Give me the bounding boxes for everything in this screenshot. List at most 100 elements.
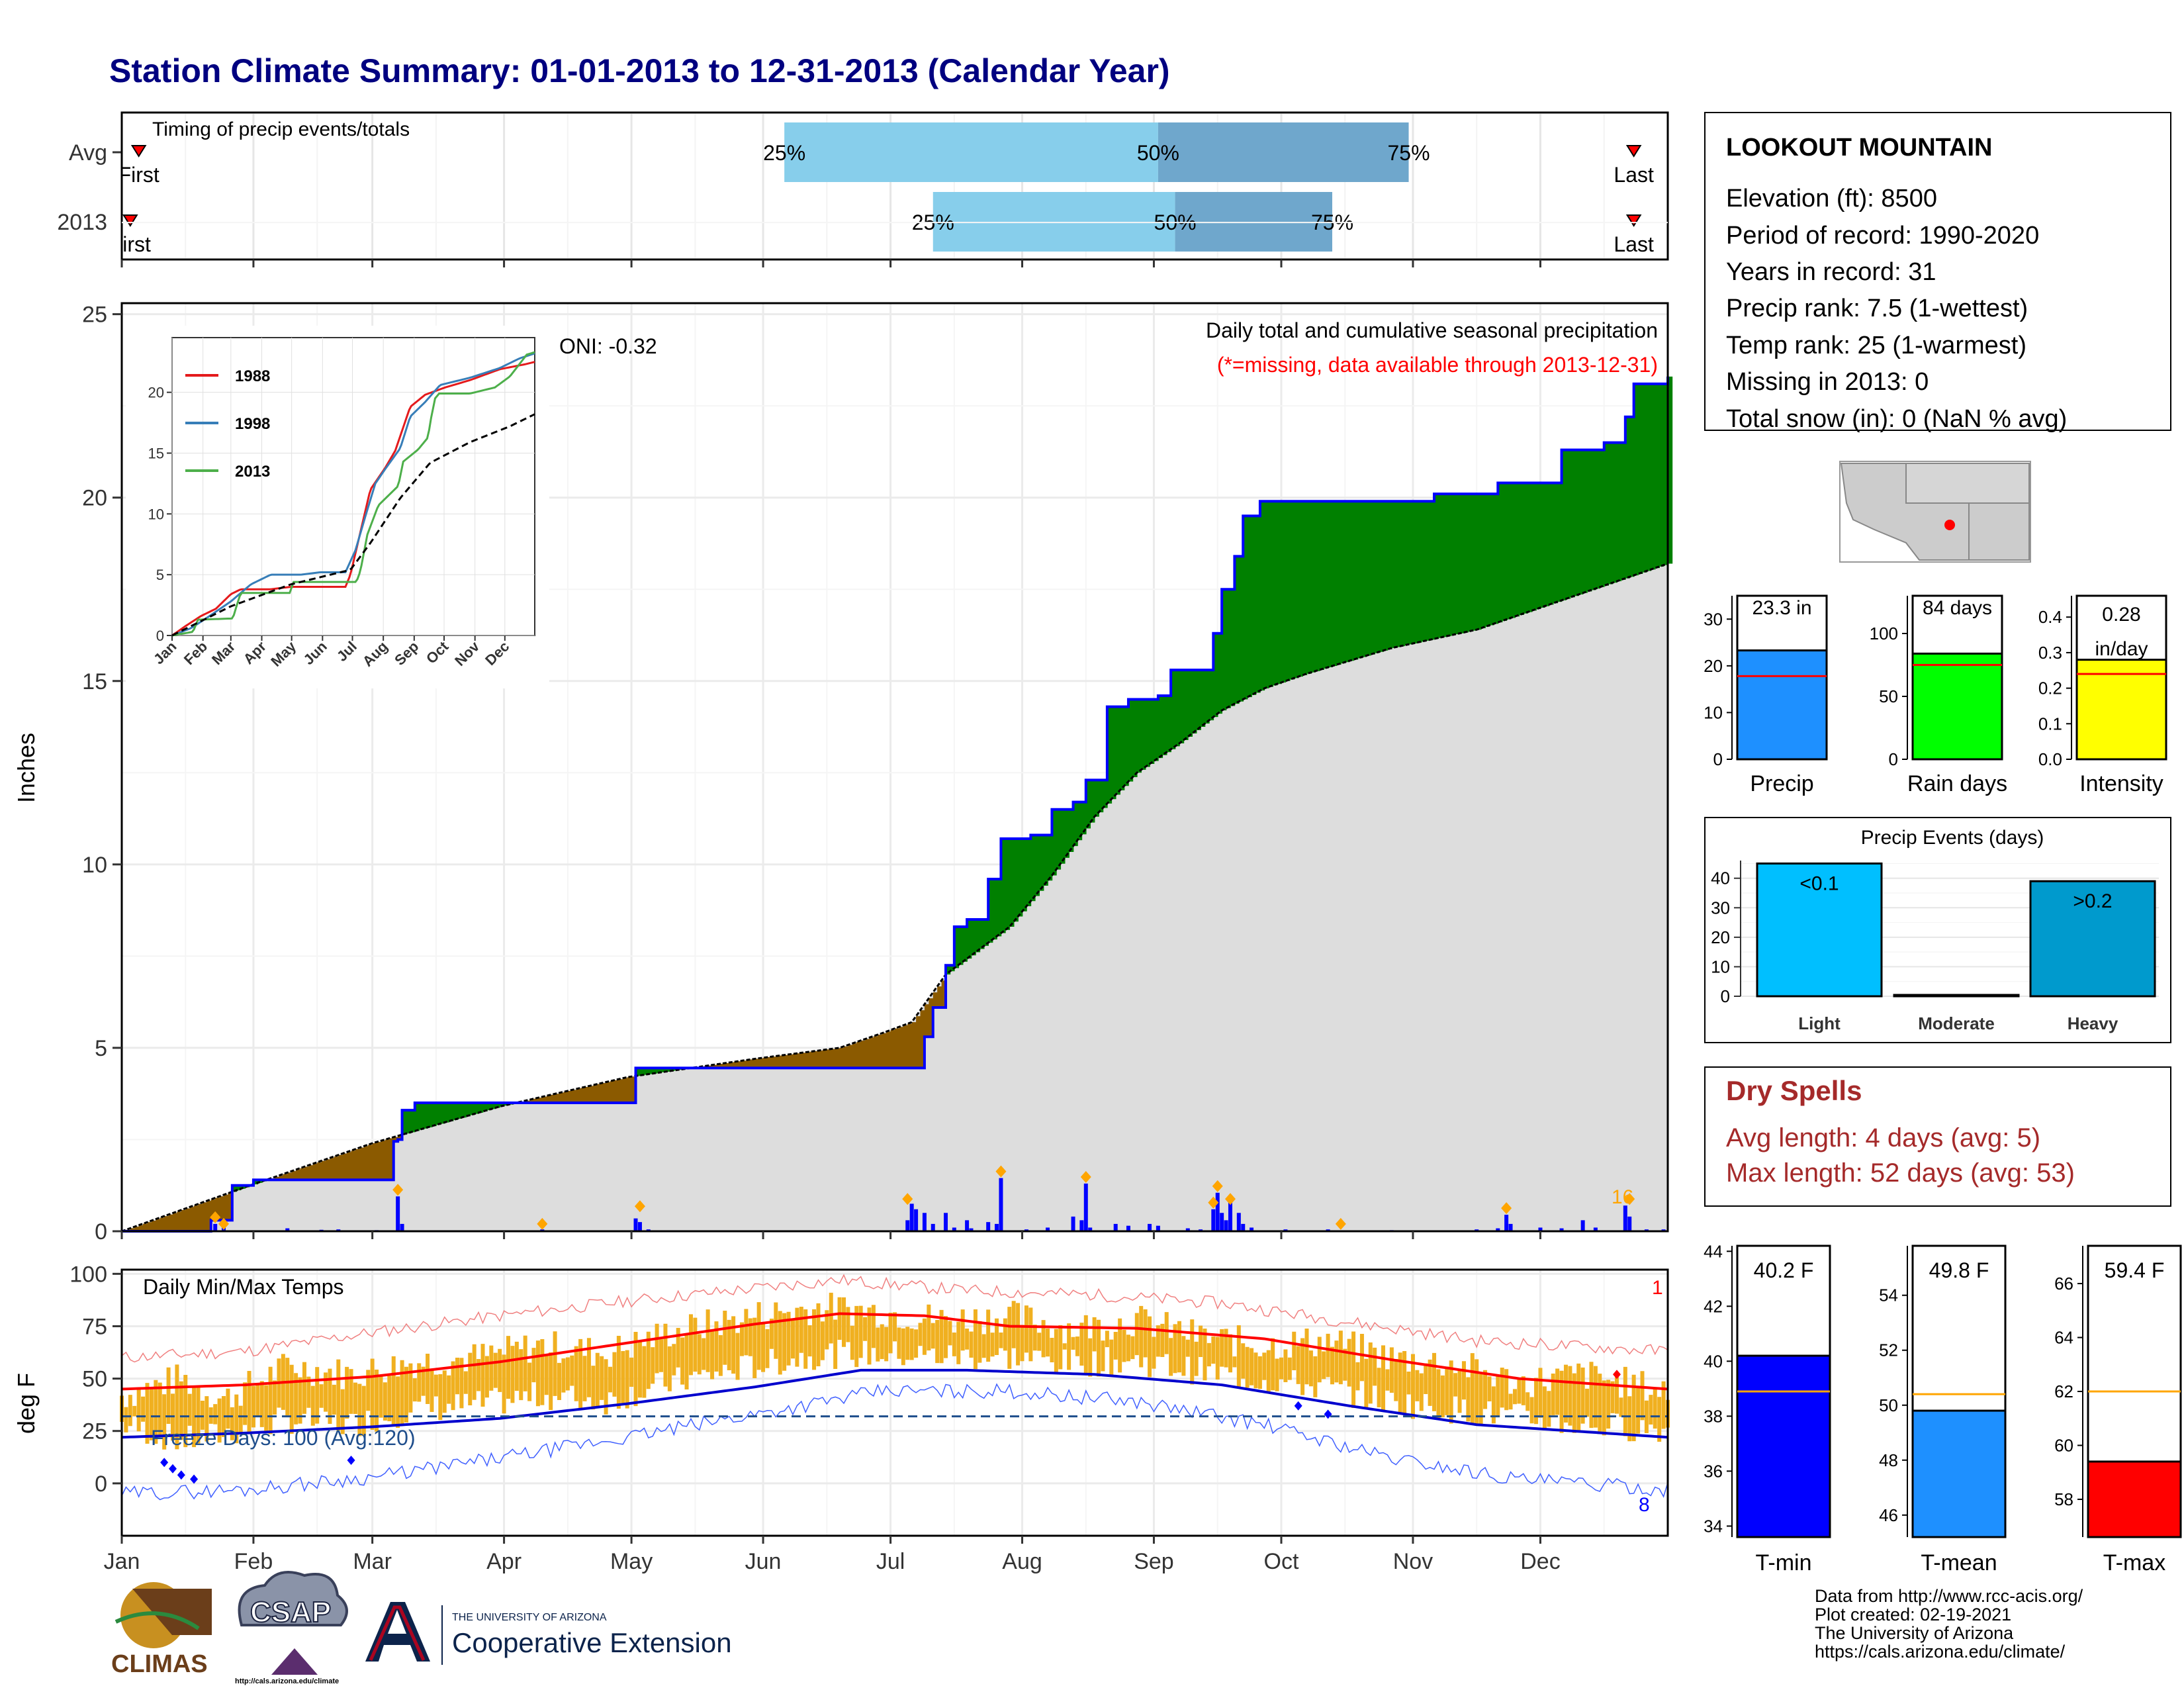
precip-events-title: Precip Events (days) [1861, 827, 2044, 849]
inset-y-tick-label: 20 [148, 385, 164, 401]
daily-precip-bar [1079, 1220, 1084, 1231]
timing-row-label: 2013 [57, 210, 107, 235]
dry-spells-title: Dry Spells [1726, 1075, 1862, 1106]
above-average-fill [232, 376, 1673, 1192]
station-name: LOOKOUT MOUNTAIN [1726, 134, 1992, 162]
inset-y-tick-label: 5 [156, 567, 164, 583]
inset-y-tick-label: 10 [148, 506, 164, 522]
summary-bar-tick-label: 0.1 [2038, 714, 2062, 733]
top-event-marker [210, 1211, 221, 1223]
precip-count-label: 16 [1612, 1186, 1633, 1208]
daily-precip-bar [931, 1223, 935, 1231]
inset-legend-label: 1998 [235, 415, 270, 433]
daily-precip-bar [1504, 1215, 1509, 1231]
below-average-fill [126, 980, 946, 1231]
daily-precip-bar [905, 1220, 910, 1231]
temp-bar-tick-label: 34 [1704, 1516, 1723, 1536]
timing-bar-25-50 [784, 122, 1158, 182]
top-event-marker [902, 1193, 913, 1205]
top-event-marker [218, 1217, 230, 1230]
summary-bar-value-label: 84 days [1923, 597, 1992, 619]
temp-y-tick-label: 75 [82, 1314, 107, 1339]
top-event-marker [1335, 1217, 1346, 1230]
first-event-marker [122, 214, 138, 227]
precip-y-tick-label: 20 [82, 486, 107, 511]
temp-bar-value-label: 40.2 F [1754, 1258, 1814, 1282]
daily-precip-bar [637, 1222, 642, 1231]
summary-bar-category-label: Intensity [2079, 771, 2163, 796]
inset-series-line-1988 [171, 361, 535, 637]
temp-bar-tick-label: 58 [2054, 1489, 2073, 1509]
ua-logo: THE UNIVERSITY OF ARIZONA Cooperative Ex… [365, 1602, 732, 1665]
freeze-days-label: Freeze Days: 100 (Avg:120) [151, 1426, 416, 1450]
daily-precip-bar [909, 1203, 914, 1231]
temp-min-count: 8 [1639, 1494, 1650, 1516]
inset-legend-label: 2013 [235, 463, 270, 481]
daily-precip-bar [944, 1213, 948, 1231]
timing-row-label: Avg [69, 140, 107, 165]
precip-y-tick-label: 15 [82, 669, 107, 694]
month-label-sep: Sep [1134, 1549, 1174, 1574]
summary-bar-tick-label: 10 [1704, 702, 1723, 722]
daily-precip-bar [285, 1228, 290, 1231]
station-info-box: LOOKOUT MOUNTAIN Elevation (ft): 8500 Pe… [1704, 112, 2171, 433]
daily-precip-bar [1113, 1223, 1118, 1231]
top-event-marker [537, 1217, 548, 1230]
daily-precip-bar [1250, 1227, 1254, 1231]
daily-precip-bar [986, 1222, 991, 1231]
timing-panel: Timing of precip events/totals Avg 25% 50%… [0, 111, 1702, 267]
neighbor-state-shape [1905, 463, 2030, 504]
daily-precip-bar [633, 1218, 638, 1231]
temp-bar-tick-label: 52 [1879, 1340, 1898, 1360]
climas-swoosh [114, 1611, 200, 1630]
csap-logo: CSAP http://cals.arizona.edu/climate [235, 1571, 348, 1685]
extreme-temp-marker [347, 1456, 355, 1466]
oni-label: ONI: -0.32 [559, 334, 657, 358]
summary-bar-tick-label: 0 [1713, 749, 1723, 769]
summary-bar-tick-label: 20 [1704, 656, 1723, 676]
summary-bar-value-unit: in/day [2095, 638, 2148, 660]
credit-plot-date: Plot created: 02-19-2021 [1815, 1605, 2011, 1624]
temp-y-label: deg F [13, 1373, 40, 1434]
extreme-temp-marker [190, 1474, 199, 1484]
climas-text: CLIMAS [111, 1650, 208, 1678]
inset-y-tick-label: 0 [156, 628, 164, 644]
summary-bar-value-label: 23.3 in [1752, 597, 1811, 619]
temp-bar-tick-label: 50 [1879, 1395, 1898, 1415]
month-label-mar: Mar [353, 1549, 392, 1574]
daily-precip-bar [965, 1220, 970, 1231]
precip-events-chart: 0 10 20 30 40 <0.1 Light Moderate >0.2 Heavy [1711, 861, 2159, 1033]
timing-label-50: 50% [1137, 141, 1179, 165]
station-precip-rank: Precip rank: 7.5 (1-wettest) [1726, 295, 2028, 322]
summary-bar-tick-label: 0.3 [2038, 643, 2062, 663]
daily-precip-bar [1071, 1216, 1075, 1231]
extreme-temp-marker [1294, 1401, 1302, 1411]
dry-spells-avg: Avg length: 4 days (avg: 5) [1726, 1123, 2040, 1152]
precip-y-tick-label: 25 [82, 303, 107, 328]
daily-precip-bar [396, 1196, 400, 1231]
summary-bar-value-label: 0.28 [2102, 604, 2140, 626]
events-y-tick-label: 0 [1721, 986, 1730, 1006]
temp-bar-tick-label: 66 [2054, 1274, 2073, 1293]
summary-bar-charts: 0 10 20 30 23.3 in Precip 0 50 100 84 days Rain da… [1704, 594, 2167, 796]
top-event-marker [1624, 1193, 1635, 1205]
inset-plot-frame [171, 337, 535, 636]
daily-precip-bar [1126, 1225, 1130, 1231]
month-label-feb: Feb [234, 1549, 273, 1574]
top-event-marker [1212, 1180, 1223, 1192]
dry-spells-frame [1704, 1066, 2171, 1207]
average-min-line [121, 1368, 1668, 1439]
daily-precip-bar [1559, 1228, 1564, 1231]
locator-map [1839, 461, 2031, 563]
ua-big-text: Cooperative Extension [452, 1627, 732, 1658]
station-temp-rank: Temp rank: 25 (1-warmest) [1726, 332, 2026, 359]
summary-bar-intensity [2075, 659, 2167, 761]
daily-precip-bar [1046, 1227, 1050, 1231]
csap-mountain-icon [271, 1648, 318, 1675]
average-max-line [121, 1312, 1668, 1391]
timing-rows: Avg25%50%75%FirstLast201325%50%75%FirstL… [0, 114, 1702, 267]
events-y-tick-label: 30 [1711, 898, 1730, 917]
precip-missing-note: (*=missing, data available through 2013-… [1217, 353, 1658, 377]
extreme-temp-marker [1324, 1409, 1332, 1419]
